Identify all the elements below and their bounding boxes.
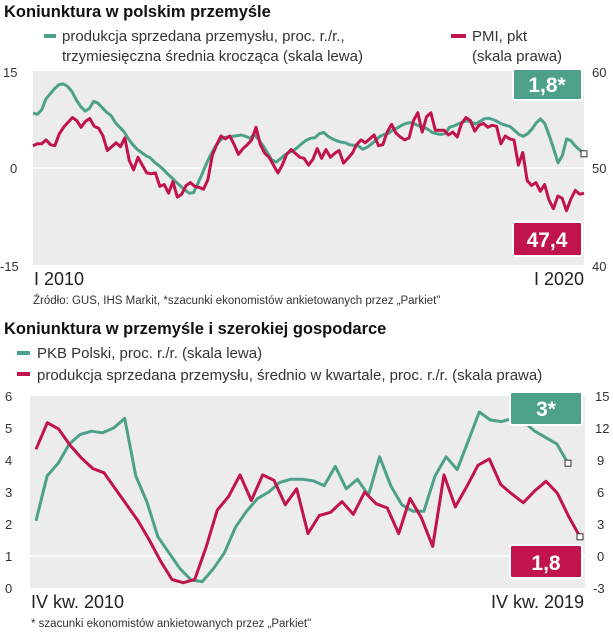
chart1-left-tick-1: 0: [10, 161, 17, 176]
chart2-right-tick-1: 12: [595, 421, 609, 436]
chart1-source-note: Źródło: GUS, IHS Markit, *szacunki ekono…: [33, 294, 440, 307]
chart1-legend-red-line2: (skala prawa): [472, 48, 562, 65]
chart2-plot-area: [30, 396, 585, 588]
chart2-series-gdp: [34, 410, 570, 584]
chart2-x-start: IV kw. 2010: [31, 592, 124, 612]
chart2-series-production: [34, 421, 582, 585]
chart1-badge-pmi-text: 47,4: [527, 229, 568, 252]
chart2-right-tick-5: 0: [597, 549, 604, 564]
chart1-left-tick-2: -15: [0, 259, 19, 274]
chart2-right-tick-6: -3: [593, 581, 605, 596]
chart1-badge-pmi: 47,4: [512, 221, 583, 257]
chart1-left-tick-0: 15: [3, 65, 17, 80]
chart2-left-tick-5: 1: [5, 549, 12, 564]
chart1-title: Koniunktura w polskim przemyśle: [4, 3, 271, 21]
chart1-badge-production: 1,8*: [512, 68, 583, 101]
chart2-right-tick-4: 3: [597, 517, 604, 532]
chart1-badge-production-text: 1,8*: [528, 74, 566, 97]
chart2-source-note: * szacunki ekonomistów ankietowanych prz…: [31, 618, 311, 630]
chart2-production-end-marker: [576, 533, 584, 541]
chart1-legend-teal-line1: produkcja sprzedana przemysłu, proc. r./…: [62, 28, 345, 45]
chart2-left-tick-2: 4: [5, 453, 12, 468]
chart2-legend-red: produkcja sprzedana przemysłu, średnio w…: [37, 367, 542, 384]
chart1-legend-teal-line2: trzymiesięczna średnia krocząca (skala l…: [62, 48, 363, 65]
chart1-right-tick-0: 60: [592, 65, 606, 80]
chart2-gdp-end-marker: [564, 459, 572, 467]
chart1-series-pmi: [32, 111, 585, 213]
chart2-badge-production: 1,8: [509, 544, 583, 579]
chart1-right-tick-1: 50: [592, 161, 606, 176]
chart1-production-end-marker: [580, 150, 588, 158]
chart2-right-tick-0: 15: [595, 389, 609, 404]
chart2-left-tick-0: 6: [5, 389, 12, 404]
chart1-legend-red-line1: PMI, pkt: [472, 28, 528, 45]
chart2-right-tick-3: 6: [597, 485, 604, 500]
chart1-x-start: I 2010: [34, 269, 84, 289]
chart2-badge-gdp: 3*: [509, 391, 583, 426]
chart1-series-production: [32, 82, 586, 195]
chart2-badge-production-text: 1,8: [531, 552, 561, 575]
chart2-left-tick-4: 2: [5, 517, 12, 532]
chart2-legend-teal: PKB Polski, proc. r./r. (skala lewa): [37, 345, 262, 362]
chart2-badge-gdp-text: 3*: [536, 398, 557, 421]
chart2-right-tick-2: 9: [597, 453, 604, 468]
chart2-left-tick-3: 3: [5, 485, 12, 500]
chart2-x-end: IV kw. 2019: [491, 592, 584, 612]
chart-economy: Koniunktura w przemyśle i szerokiej gosp…: [4, 320, 609, 630]
chart-industry: Koniunktura w polskim przemyśle produkcj…: [0, 3, 606, 307]
chart2-left-tick-1: 5: [5, 421, 12, 436]
chart2-left-tick-6: 0: [5, 581, 12, 596]
chart1-x-end: I 2020: [534, 269, 584, 289]
chart1-right-tick-2: 40: [592, 259, 606, 274]
chart2-title: Koniunktura w przemyśle i szerokiej gosp…: [4, 320, 386, 338]
